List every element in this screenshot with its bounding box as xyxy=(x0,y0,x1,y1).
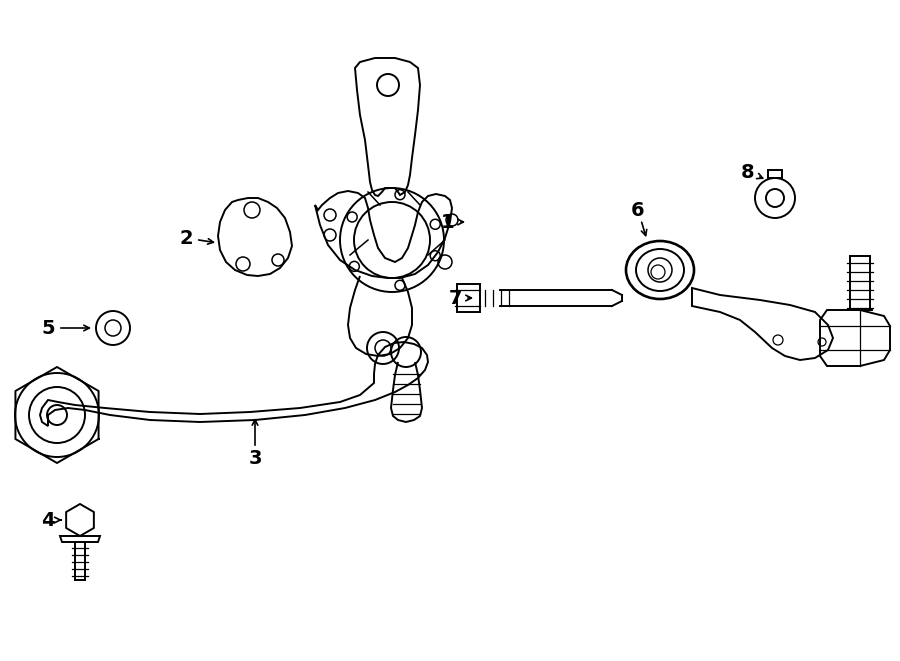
Text: 4: 4 xyxy=(41,510,55,529)
Text: 2: 2 xyxy=(179,229,193,247)
Text: 3: 3 xyxy=(248,449,262,467)
Text: 1: 1 xyxy=(441,212,454,231)
Text: 6: 6 xyxy=(631,200,644,219)
Text: 5: 5 xyxy=(41,319,55,338)
Text: 8: 8 xyxy=(742,163,755,182)
Text: 7: 7 xyxy=(448,288,462,307)
